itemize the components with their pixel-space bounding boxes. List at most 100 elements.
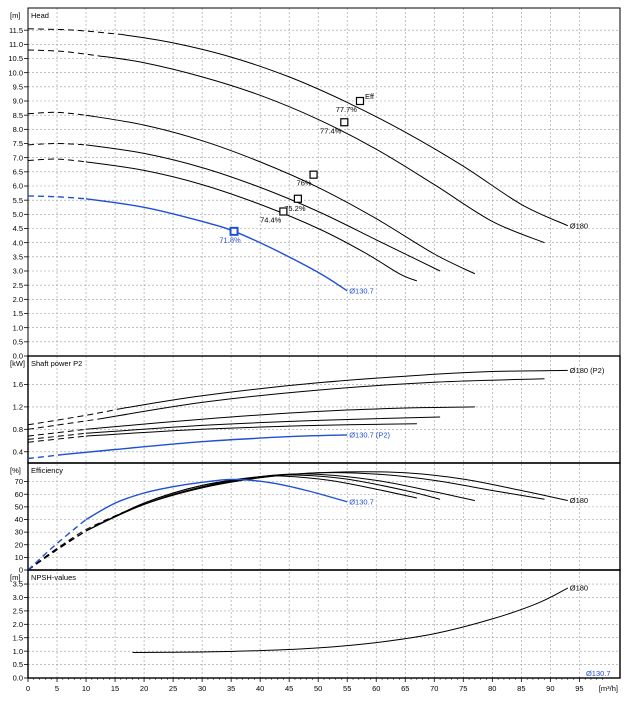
x-tick-label: 80 bbox=[488, 684, 496, 693]
series-line bbox=[85, 416, 441, 434]
y-tick-label: 0.4 bbox=[13, 447, 23, 456]
y-tick-label: 1.2 bbox=[13, 402, 23, 411]
x-tick-label: 70 bbox=[430, 684, 438, 693]
efficiency-marker bbox=[309, 170, 318, 179]
x-tick-label: 90 bbox=[546, 684, 554, 693]
series-label: Ø130.7 bbox=[586, 669, 611, 678]
y-tick-label: 2.5 bbox=[13, 281, 23, 290]
series-line-dashed bbox=[27, 530, 87, 571]
panel-frame bbox=[27, 7, 621, 357]
y-tick-label: 0.8 bbox=[13, 425, 23, 434]
y-tick-label: 4.5 bbox=[13, 224, 23, 233]
y-tick-label: 3.5 bbox=[13, 580, 23, 589]
x-tick-label: 20 bbox=[140, 684, 148, 693]
series-line bbox=[85, 114, 476, 275]
y-tick-label: 30 bbox=[15, 528, 23, 537]
series-line-dashed bbox=[27, 49, 98, 57]
series-label: Ø130.7 (P2) bbox=[349, 431, 390, 440]
efficiency-marker bbox=[293, 194, 302, 203]
y-tick-label: 0.5 bbox=[13, 337, 23, 346]
y-tick-label: 5.5 bbox=[13, 196, 23, 205]
panel-unit: [m] bbox=[10, 573, 20, 582]
series-line bbox=[132, 587, 569, 653]
y-tick-label: 10 bbox=[15, 553, 23, 562]
y-tick-label: 7.0 bbox=[13, 153, 23, 162]
x-tick-label: 25 bbox=[169, 684, 177, 693]
x-axis-unit: [m³/h] bbox=[599, 684, 618, 693]
y-tick-label: 8.0 bbox=[13, 125, 23, 134]
y-tick-label: 3.0 bbox=[13, 267, 23, 276]
series-line-dashed bbox=[27, 111, 87, 116]
x-tick-label: 45 bbox=[285, 684, 293, 693]
y-tick-label: 3.0 bbox=[13, 593, 23, 602]
efficiency-marker-label: 71.8% bbox=[219, 235, 241, 244]
y-tick-label: 60 bbox=[15, 490, 23, 499]
panel-title: Shaft power P2 bbox=[31, 359, 82, 368]
series-line bbox=[85, 161, 418, 282]
y-tick-label: 11.5 bbox=[9, 26, 23, 35]
panel-frame bbox=[27, 355, 621, 464]
panel-frame bbox=[27, 569, 621, 679]
x-tick-label: 40 bbox=[256, 684, 264, 693]
x-tick-label: 0 bbox=[26, 684, 30, 693]
y-tick-label: 2.0 bbox=[13, 295, 23, 304]
series-line-dashed bbox=[27, 428, 87, 437]
efficiency-marker-label: 77.7% bbox=[336, 105, 358, 114]
x-tick-label: 55 bbox=[343, 684, 351, 693]
efficiency-marker-label: 76% bbox=[297, 179, 312, 188]
series-line-dashed bbox=[27, 435, 87, 443]
series-line bbox=[85, 406, 475, 430]
y-tick-label: 1.6 bbox=[13, 380, 23, 389]
efficiency-marker-label: 75.2% bbox=[284, 204, 306, 213]
series-label: Ø180 bbox=[570, 221, 588, 230]
series-line-dashed bbox=[27, 158, 87, 163]
panel-title: NPSH-values bbox=[31, 573, 76, 582]
series-line-dashed bbox=[27, 28, 121, 35]
panel-title: Head bbox=[31, 11, 49, 20]
series-line bbox=[85, 475, 418, 532]
series-line bbox=[120, 369, 568, 410]
annotation: Eff bbox=[365, 92, 375, 101]
panel-title: Efficiency bbox=[31, 466, 63, 475]
series-line-dashed bbox=[27, 142, 87, 146]
series-label: Ø180 (P2) bbox=[570, 366, 605, 375]
y-tick-label: 1.5 bbox=[13, 309, 23, 318]
series-line bbox=[85, 474, 441, 532]
y-tick-label: 11.0 bbox=[9, 40, 23, 49]
y-tick-label: 1.0 bbox=[13, 647, 23, 656]
series-label: Ø180 bbox=[570, 496, 588, 505]
y-tick-label: 5.0 bbox=[13, 210, 23, 219]
series-label: Ø180 bbox=[570, 584, 588, 593]
efficiency-marker bbox=[355, 96, 365, 106]
series-line bbox=[97, 378, 545, 420]
y-tick-label: 6.5 bbox=[13, 167, 23, 176]
x-tick-label: 5 bbox=[55, 684, 59, 693]
series-line bbox=[85, 198, 348, 292]
y-tick-label: 40 bbox=[15, 515, 23, 524]
x-tick-label: 60 bbox=[372, 684, 380, 693]
y-tick-label: 0.5 bbox=[13, 660, 23, 669]
y-tick-label: 9.0 bbox=[13, 97, 23, 106]
efficiency-marker bbox=[340, 118, 349, 127]
y-tick-label: 1.5 bbox=[13, 633, 23, 642]
series-line-dashed bbox=[27, 432, 87, 440]
x-tick-label: 75 bbox=[459, 684, 467, 693]
series-line bbox=[97, 55, 545, 244]
series-line-dashed bbox=[27, 453, 63, 460]
x-tick-label: 30 bbox=[198, 684, 206, 693]
efficiency-marker-label: 74.4% bbox=[260, 216, 282, 225]
series-line-dashed bbox=[27, 195, 87, 200]
series-label: Ø130.7 bbox=[349, 286, 374, 295]
x-tick-label: 10 bbox=[82, 684, 90, 693]
x-tick-label: 85 bbox=[517, 684, 525, 693]
panel-unit: [kW] bbox=[10, 359, 25, 368]
panel-unit: [m] bbox=[10, 11, 20, 20]
efficiency-marker bbox=[229, 226, 239, 236]
series-line bbox=[120, 33, 569, 227]
series-line-dashed bbox=[27, 408, 121, 426]
x-tick-label: 35 bbox=[227, 684, 235, 693]
efficiency-marker-label: 77.4% bbox=[320, 126, 342, 135]
series-line-dashed bbox=[27, 418, 98, 430]
y-tick-label: 10.0 bbox=[8, 68, 23, 77]
